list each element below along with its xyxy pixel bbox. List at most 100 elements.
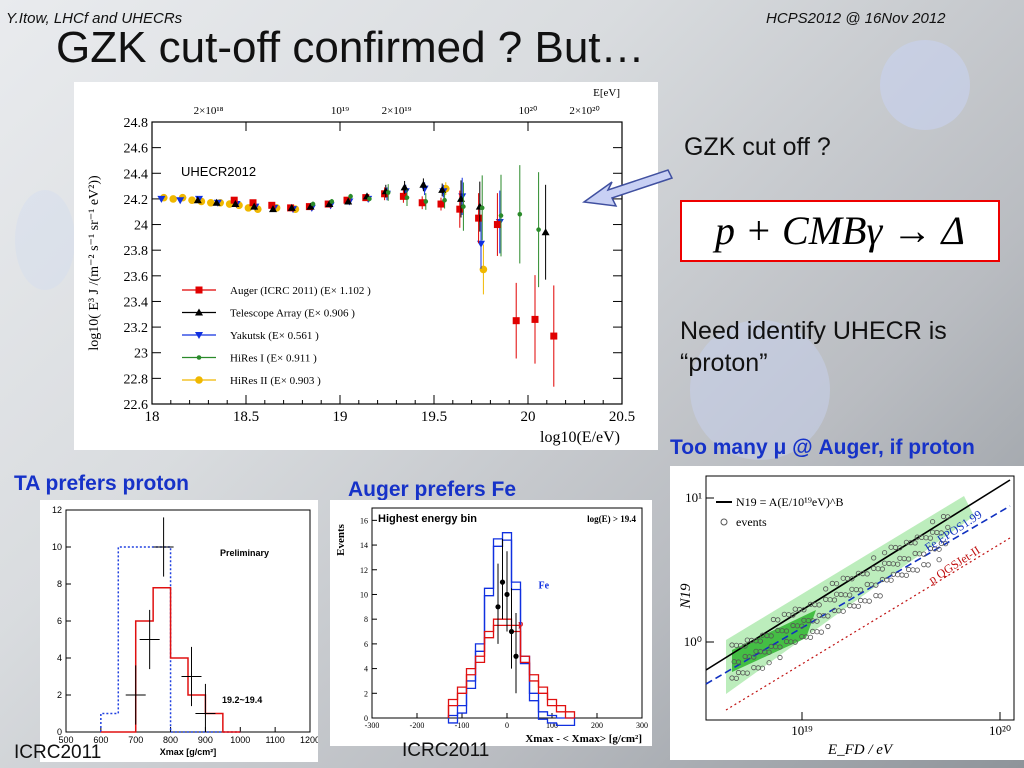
x-axis-label: E_FD / eV — [827, 742, 894, 758]
background-decor — [15, 190, 75, 290]
data-point — [230, 196, 238, 204]
event-point — [906, 556, 912, 562]
preliminary-label: Preliminary — [220, 548, 269, 558]
spectrum-chart: 18 18.5 19 19.5 20 20.5 24.8 24.6 24.4 24.2 24 23.8… — [87, 87, 635, 446]
y-tick-label: 24.4 — [124, 167, 149, 182]
event-point — [921, 551, 927, 557]
x-tick-label: -200 — [410, 721, 425, 730]
top-axis-tick-label: 2×10¹⁸ — [194, 105, 224, 117]
auger-caption: Auger prefers Fe — [348, 478, 517, 501]
event-point — [733, 675, 740, 681]
y-tick-label: 4 — [364, 665, 368, 674]
chart-title: Highest energy bin — [378, 513, 477, 525]
data-point — [550, 332, 558, 340]
event-point — [897, 545, 903, 551]
data-point — [541, 228, 550, 236]
fe-label: Fe — [539, 580, 550, 591]
event-point — [936, 557, 942, 563]
event-point — [807, 634, 814, 640]
x-tick-label: 18 — [145, 409, 160, 425]
event-point — [912, 540, 918, 546]
x-tick-label: 0 — [505, 721, 509, 730]
data-point — [169, 195, 177, 203]
icrc-left: ICRC2011 — [14, 742, 102, 763]
proton-histogram — [100, 586, 241, 733]
x-tick-label: 10¹⁹ — [791, 723, 813, 738]
plot-frame — [151, 121, 623, 405]
event-point — [879, 566, 885, 572]
event-point — [801, 607, 807, 613]
x-tick-label: -100 — [455, 721, 470, 730]
event-point — [744, 670, 750, 676]
data-point — [423, 199, 429, 204]
data-point — [250, 202, 259, 210]
x-tick-label: 19.5 — [421, 409, 447, 425]
y-tick-label: 24.6 — [124, 142, 149, 157]
event-point — [799, 623, 805, 629]
legend-label: Yakutsk (E× 0.561 ) — [230, 330, 319, 342]
auger-xmax-panel: -300 -200 -100 0 100 200 300 0 2 4 6 8 10 12 14 16 Xmax … — [330, 500, 652, 746]
legend-label: HiRes I (E× 0.911 ) — [230, 353, 317, 365]
plot-frame — [705, 475, 1015, 721]
y-tick-label: 8 — [364, 615, 368, 624]
y-tick-label: 24.2 — [124, 193, 149, 208]
event-point — [910, 567, 916, 573]
event-point — [945, 514, 951, 520]
proton-text: “proton” — [680, 349, 768, 377]
data-point — [306, 202, 315, 210]
event-point — [851, 603, 857, 609]
event-point — [814, 629, 820, 635]
x-tick-label: 900 — [198, 735, 213, 745]
x-tick-label: 300 — [636, 721, 648, 730]
event-point — [849, 576, 855, 582]
data-point — [513, 653, 519, 659]
data-point — [207, 198, 215, 207]
event-point — [866, 598, 872, 604]
legend-label: HiRes II (E× 0.903 ) — [230, 375, 321, 387]
gzk-question: GZK cut off ? — [684, 133, 831, 161]
event-point — [873, 582, 879, 588]
event-point — [847, 592, 853, 598]
data-point — [531, 315, 539, 323]
event-point — [942, 541, 949, 547]
y-tick-label: 6 — [364, 640, 368, 649]
legend-marker — [195, 376, 203, 384]
data-point — [385, 190, 391, 195]
y-tick-label: 16 — [360, 516, 368, 525]
y-tick-label: 8 — [57, 579, 62, 589]
top-axis-tick-label: 10¹⁹ — [331, 105, 349, 117]
header-left: Y.Itow, LHCf and UHECRs — [6, 10, 183, 27]
data-point — [344, 197, 353, 205]
event-point — [834, 581, 840, 587]
legend-events-label: events — [736, 515, 767, 529]
fe-epos-line — [705, 505, 1011, 685]
data-point — [495, 604, 501, 610]
event-point — [790, 612, 796, 618]
event-point — [929, 519, 936, 525]
x-axis-label: log10(E/eV) — [540, 429, 620, 446]
ta-xmax-chart: 500 600 700 800 900 1000 1100 1200 0 2 4 6 8 10 12 Xmax… — [52, 505, 320, 757]
data-point — [325, 200, 334, 208]
y-axis-label: N19 — [678, 583, 694, 610]
plot-frame — [65, 509, 311, 733]
data-point — [367, 196, 372, 202]
data-point — [512, 317, 520, 325]
y-axis-label: log10( E³ J /(m⁻² s⁻¹ sr⁻¹ eV²)) — [87, 175, 102, 351]
y-tick-label: 10¹ — [685, 490, 702, 505]
y-tick-label: 10⁰ — [684, 634, 702, 649]
equation: p + CMBγ → Δ — [715, 208, 965, 253]
data-point — [268, 201, 276, 209]
data-point — [418, 199, 426, 207]
y-tick-label: 22.6 — [124, 398, 149, 413]
background-decor — [690, 320, 830, 460]
y-tick-label: 10 — [360, 590, 368, 599]
x-tick-label: 18.5 — [233, 409, 259, 425]
event-point — [862, 598, 868, 604]
data-point — [438, 185, 447, 193]
need-identify-text: Need identify UHECR is — [680, 317, 947, 345]
muon-caption: Too many μ @ Auger, if proton — [670, 436, 975, 459]
data-point — [269, 205, 277, 213]
x-tick-label: 200 — [591, 721, 603, 730]
slide-title: GZK cut-off confirmed ? But… — [56, 23, 645, 72]
event-point — [759, 665, 766, 671]
